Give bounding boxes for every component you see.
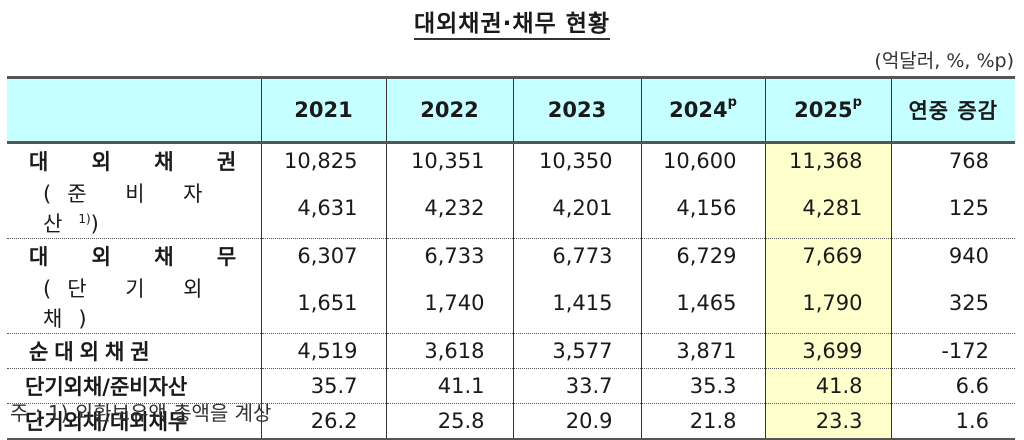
cell: 6,773	[512, 238, 641, 273]
row-label-external-debt: 대 외 채 무	[29, 245, 255, 269]
cell-change: 325	[890, 273, 1015, 334]
cell: 10,351	[385, 142, 513, 178]
header-row: 2021 2022 2023 2024p 2025p 연중 증감	[7, 76, 1015, 144]
cell-change: 6.6	[890, 368, 1015, 404]
cell-change: 768	[890, 142, 1015, 178]
table-row: 대 외 채 권 10,825 10,351 10,350 10,600 11,3…	[7, 142, 1015, 178]
row-label-short-term-debt: (단 기 외 채)	[7, 273, 261, 334]
table-row: (단 기 외 채) 1,651 1,740 1,415 1,465 1,790 …	[7, 273, 1015, 334]
cell: 35.3	[640, 368, 765, 404]
row-label-external-claims: 대 외 채 권	[29, 150, 255, 174]
header-2021: 2021	[260, 76, 386, 144]
cell: 4,201	[512, 178, 641, 239]
cell: 3,618	[385, 333, 513, 369]
cell-change: 1.6	[890, 403, 1015, 440]
cell: 21.8	[640, 403, 765, 440]
header-2025p: 2025p	[764, 76, 891, 144]
table-row: 단기외채/준비자산 35.7 41.1 33.7 35.3 41.8 6.6	[7, 368, 1015, 404]
cell: 1,415	[512, 273, 641, 334]
cell-change: 940	[890, 238, 1015, 273]
cell-highlight: 23.3	[764, 403, 891, 440]
cell: 35.7	[260, 368, 386, 404]
unit-label: (억달러, %, %p)	[874, 50, 1014, 72]
table-row: 대 외 채 무 6,307 6,733 6,773 6,729 7,669 94…	[7, 238, 1015, 273]
header-2024p: 2024p	[640, 76, 765, 144]
cell: 25.8	[385, 403, 513, 440]
cell: 4,156	[640, 178, 765, 239]
cell: 4,519	[260, 333, 386, 369]
cell-change: 125	[890, 178, 1015, 239]
table-title: 대외채권·채무 현황	[0, 4, 1024, 40]
cell: 26.2	[260, 403, 386, 440]
header-annual-change: 연중 증감	[890, 76, 1015, 144]
cell: 6,307	[260, 238, 386, 273]
cell: 3,577	[512, 333, 641, 369]
cell-highlight: 41.8	[764, 368, 891, 404]
cell: 4,631	[260, 178, 386, 239]
cell: 33.7	[512, 368, 641, 404]
row-label-net-external-claims: 순대외채권	[7, 333, 261, 369]
row-label-reserve-assets: (준 비 자 산1))	[7, 178, 261, 239]
cell: 20.9	[512, 403, 641, 440]
cell: 10,825	[260, 142, 386, 178]
cell: 1,465	[640, 273, 765, 334]
header-2023: 2023	[512, 76, 641, 144]
cell: 6,733	[385, 238, 513, 273]
title-text: 대외채권·채무 현황	[413, 11, 611, 40]
header-2022: 2022	[385, 76, 513, 144]
cell: 10,350	[512, 142, 641, 178]
row-label-st-debt-to-reserves: 단기외채/준비자산	[7, 368, 261, 404]
footnote: 주 : 1) 외환보유액 총액을 계상	[10, 401, 272, 425]
cell-highlight: 1,790	[764, 273, 891, 334]
header-blank	[7, 76, 261, 144]
cell-highlight: 7,669	[764, 238, 891, 273]
cell: 1,651	[260, 273, 386, 334]
cell-highlight: 3,699	[764, 333, 891, 369]
table-row: (준 비 자 산1)) 4,631 4,232 4,201 4,156 4,28…	[7, 178, 1015, 239]
cell: 1,740	[385, 273, 513, 334]
cell-highlight: 11,368	[764, 142, 891, 178]
cell: 41.1	[385, 368, 513, 404]
external-claims-debt-table: 2021 2022 2023 2024p 2025p 연중 증감 대 외 채 권…	[7, 76, 1015, 440]
cell: 3,871	[640, 333, 765, 369]
cell: 6,729	[640, 238, 765, 273]
cell-highlight: 4,281	[764, 178, 891, 239]
cell: 10,600	[640, 142, 765, 178]
cell-change: -172	[890, 333, 1015, 369]
cell: 4,232	[385, 178, 513, 239]
table-row: 순대외채권 4,519 3,618 3,577 3,871 3,699 -172	[7, 333, 1015, 369]
